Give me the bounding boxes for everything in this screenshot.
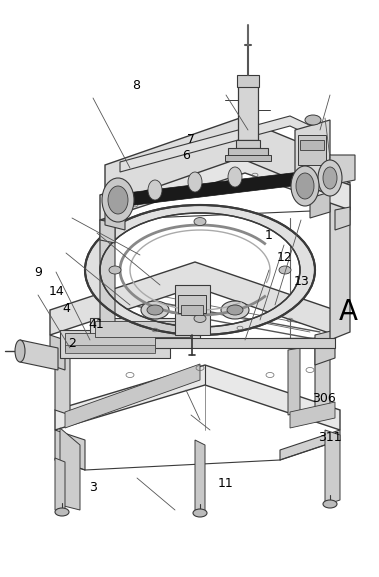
Polygon shape — [50, 335, 65, 370]
Text: 11: 11 — [218, 477, 233, 490]
Ellipse shape — [323, 500, 337, 508]
Polygon shape — [315, 330, 335, 365]
Text: 7: 7 — [187, 133, 196, 146]
Polygon shape — [295, 120, 330, 185]
Bar — [300, 140, 324, 150]
Polygon shape — [288, 348, 300, 415]
Polygon shape — [290, 402, 335, 428]
Text: 4: 4 — [63, 302, 70, 315]
Bar — [65, 333, 155, 351]
Ellipse shape — [109, 266, 121, 274]
Polygon shape — [100, 338, 335, 348]
Bar — [65, 345, 155, 353]
Text: 9: 9 — [34, 266, 42, 279]
Ellipse shape — [296, 173, 314, 199]
Text: 14: 14 — [48, 286, 64, 298]
Polygon shape — [325, 430, 340, 505]
Bar — [298, 135, 326, 165]
Polygon shape — [60, 330, 170, 358]
Text: A: A — [339, 298, 358, 325]
Text: 1: 1 — [265, 229, 273, 242]
Polygon shape — [55, 338, 70, 415]
Polygon shape — [100, 220, 115, 243]
Polygon shape — [50, 262, 335, 335]
Ellipse shape — [193, 509, 207, 517]
Ellipse shape — [279, 266, 291, 274]
Ellipse shape — [228, 167, 242, 187]
Ellipse shape — [318, 160, 342, 196]
Ellipse shape — [194, 218, 206, 226]
Text: 3: 3 — [89, 481, 97, 494]
Text: 306: 306 — [312, 392, 336, 404]
Ellipse shape — [227, 305, 243, 315]
Polygon shape — [110, 172, 300, 208]
Text: 12: 12 — [276, 252, 292, 264]
Polygon shape — [55, 365, 340, 430]
Ellipse shape — [305, 115, 321, 125]
Ellipse shape — [102, 178, 134, 222]
Polygon shape — [105, 118, 330, 205]
Bar — [178, 295, 206, 313]
Polygon shape — [55, 458, 65, 513]
Polygon shape — [330, 155, 355, 185]
Polygon shape — [335, 207, 350, 230]
Polygon shape — [20, 340, 58, 370]
Polygon shape — [85, 205, 315, 335]
Bar — [228, 148, 268, 156]
Polygon shape — [195, 440, 205, 512]
Bar — [237, 75, 259, 87]
Ellipse shape — [108, 186, 128, 214]
Ellipse shape — [55, 508, 69, 516]
Polygon shape — [175, 285, 210, 335]
Ellipse shape — [147, 305, 163, 315]
Ellipse shape — [291, 166, 319, 206]
Polygon shape — [60, 428, 80, 510]
Polygon shape — [310, 192, 330, 218]
Ellipse shape — [194, 314, 206, 323]
Ellipse shape — [148, 180, 162, 200]
Polygon shape — [330, 182, 350, 340]
Text: 2: 2 — [68, 337, 76, 350]
Bar — [238, 85, 258, 140]
Text: 13: 13 — [293, 275, 309, 288]
Ellipse shape — [323, 167, 337, 189]
Polygon shape — [120, 116, 320, 172]
Ellipse shape — [188, 172, 202, 192]
Bar — [236, 140, 260, 148]
Ellipse shape — [141, 301, 169, 319]
Bar — [95, 321, 190, 337]
Text: 311: 311 — [318, 431, 341, 444]
Bar — [225, 155, 271, 161]
Polygon shape — [280, 430, 340, 460]
Bar — [181, 305, 203, 315]
Polygon shape — [65, 364, 200, 428]
Polygon shape — [315, 334, 330, 412]
Text: 6: 6 — [182, 149, 190, 162]
Polygon shape — [105, 205, 125, 230]
Polygon shape — [55, 430, 85, 470]
Polygon shape — [90, 318, 200, 342]
Text: 41: 41 — [89, 319, 105, 331]
Ellipse shape — [15, 340, 25, 362]
Text: 8: 8 — [132, 79, 141, 92]
Ellipse shape — [221, 301, 249, 319]
Polygon shape — [100, 148, 350, 220]
Polygon shape — [100, 220, 115, 344]
